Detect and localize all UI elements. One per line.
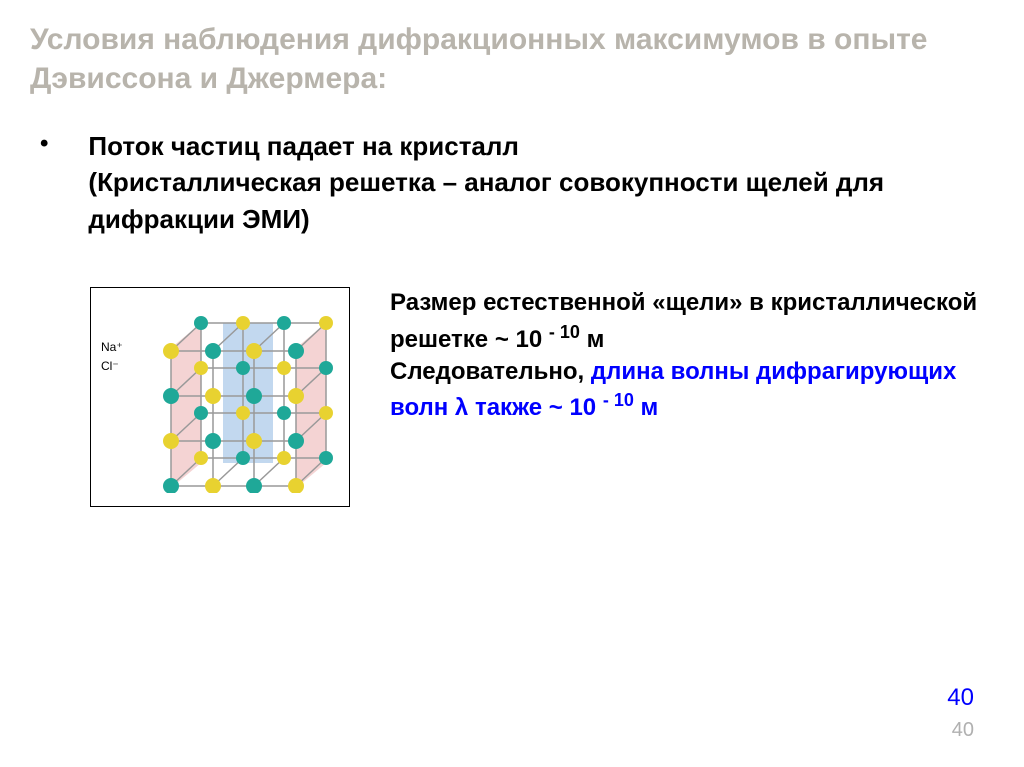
wavelength-text: Следовательно, длина волны дифрагирующих… (390, 356, 984, 425)
page-number: 40 (947, 684, 974, 712)
label-na: Na⁺ (101, 338, 123, 357)
crystal-diagram: Na⁺ Cl⁻ (90, 287, 350, 507)
label-cl: Cl⁻ (101, 357, 123, 376)
bullet-line1: Поток частиц падает на кристалл (88, 128, 984, 164)
slide-title: Условия наблюдения дифракционных максиму… (0, 0, 1024, 108)
bullet-line2: (Кристаллическая решетка – аналог совоку… (88, 164, 984, 237)
slit-size-text: Размер естественной «щели» в кристалличе… (390, 287, 984, 356)
right-text-block: Размер естественной «щели» в кристалличе… (390, 287, 984, 425)
bullet-item: • Поток частиц падает на кристалл (Крист… (40, 128, 984, 237)
bullet-marker: • (40, 130, 48, 237)
page-number-footer: 40 (952, 719, 974, 742)
crystal-labels: Na⁺ Cl⁻ (101, 338, 123, 376)
crystal-lattice-icon (141, 303, 341, 493)
bullet-text: Поток частиц падает на кристалл (Кристал… (88, 128, 984, 237)
slide-content: • Поток частиц падает на кристалл (Крист… (0, 108, 1024, 527)
lower-row: Na⁺ Cl⁻ (40, 287, 984, 507)
